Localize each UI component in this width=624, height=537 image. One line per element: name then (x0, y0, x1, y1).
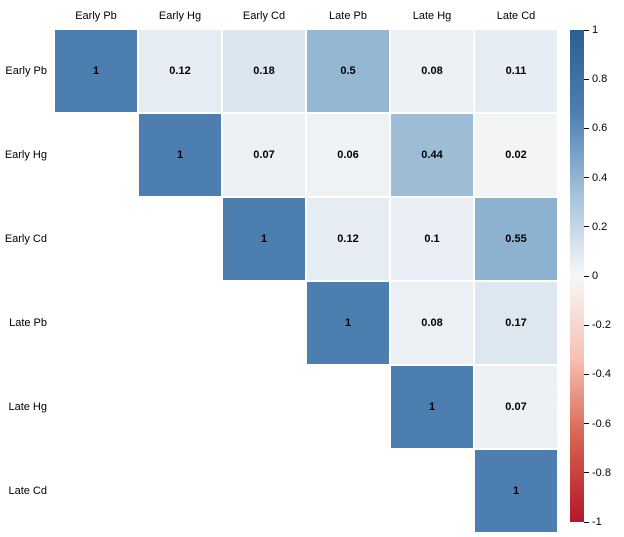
colorbar-tick-label: 0.6 (592, 122, 607, 134)
row-label: Early Hg (5, 149, 47, 161)
colorbar: 10.80.60.40.20-0.2-0.4-0.6-0.8-1 (570, 30, 584, 522)
heatmap-value: 0.08 (421, 65, 442, 77)
colorbar-tick-label: 0.8 (592, 73, 607, 85)
heatmap-value: 0.02 (505, 149, 526, 161)
colorbar-tick (584, 423, 589, 424)
col-label: Early Cd (243, 10, 285, 22)
heatmap-value: 1 (513, 485, 519, 497)
colorbar-tick-label: -1 (592, 516, 602, 528)
row-label: Early Cd (5, 233, 47, 245)
correlation-heatmap: Early Pb Early Hg Early Cd Late Pb Late Hg La… (0, 0, 624, 537)
col-label: Late Hg (413, 10, 452, 22)
heatmap-value: 0.55 (505, 233, 526, 245)
col-label: Early Pb (75, 10, 117, 22)
heatmap-value: 0.5 (340, 65, 355, 77)
heatmap-value: 1 (93, 65, 99, 77)
heatmap-value: 1 (261, 233, 267, 245)
colorbar-tick (584, 30, 589, 31)
colorbar-tick (584, 128, 589, 129)
row-label: Late Hg (8, 401, 47, 413)
heatmap-value: 0.12 (169, 65, 190, 77)
colorbar-tick-label: 0.2 (592, 221, 607, 233)
colorbar-tick-label: -0.4 (592, 368, 611, 380)
col-label: Late Pb (329, 10, 367, 22)
colorbar-tick (584, 79, 589, 80)
colorbar-tick (584, 374, 589, 375)
heatmap-value: 0.44 (421, 149, 442, 161)
colorbar-tick (584, 325, 589, 326)
col-label: Early Hg (159, 10, 201, 22)
row-label: Early Pb (5, 65, 47, 77)
row-label: Late Pb (9, 317, 47, 329)
colorbar-tick-label: -0.8 (592, 467, 611, 479)
row-label: Late Cd (8, 485, 47, 497)
colorbar-tick (584, 177, 589, 178)
colorbar-tick-label: -0.2 (592, 319, 611, 331)
colorbar-tick-label: 0 (592, 270, 598, 282)
heatmap-value: 0.18 (253, 65, 274, 77)
heatmap-value: 0.08 (421, 317, 442, 329)
colorbar-tick (584, 226, 589, 227)
heatmap-value: 0.17 (505, 317, 526, 329)
colorbar-tick (584, 472, 589, 473)
heatmap-value: 0.11 (506, 65, 527, 77)
heatmap-value: 0.07 (505, 401, 526, 413)
colorbar-tick (584, 276, 589, 277)
heatmap-value: 0.07 (253, 149, 274, 161)
col-label: Late Cd (497, 10, 536, 22)
heatmap-value: 0.06 (337, 149, 358, 161)
colorbar-tick-label: -0.6 (592, 418, 611, 430)
colorbar-tick-label: 0.4 (592, 172, 607, 184)
heatmap-value: 1 (429, 401, 435, 413)
colorbar-gradient (570, 30, 584, 522)
colorbar-tick (584, 522, 589, 523)
heatmap-value: 1 (345, 317, 351, 329)
colorbar-tick-label: 1 (592, 24, 598, 36)
heatmap-value: 0.1 (424, 233, 439, 245)
heatmap-value: 1 (177, 149, 183, 161)
heatmap-value: 0.12 (337, 233, 358, 245)
